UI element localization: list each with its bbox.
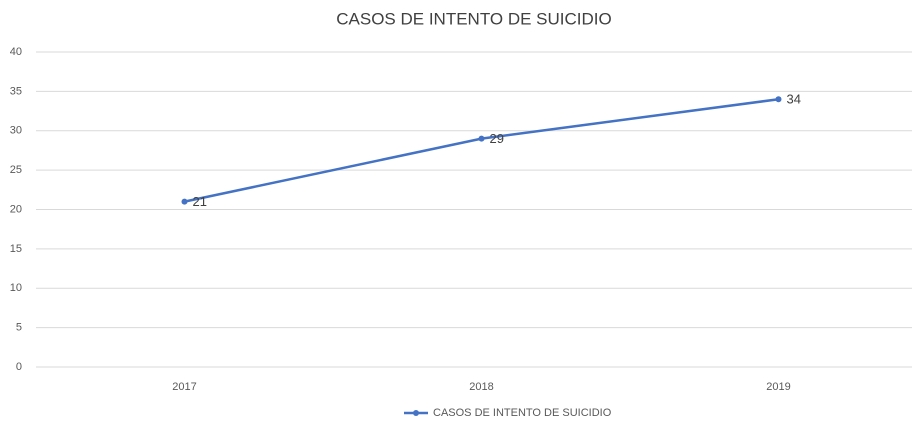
data-label: 29 bbox=[490, 131, 504, 146]
y-tick-label: 0 bbox=[16, 361, 22, 373]
x-tick-label: 2019 bbox=[766, 381, 790, 393]
y-tick-label: 40 bbox=[10, 46, 22, 58]
x-tick-label: 2017 bbox=[172, 381, 196, 393]
line bbox=[184, 98, 779, 203]
point bbox=[181, 198, 188, 205]
data-label: 21 bbox=[193, 194, 207, 209]
point bbox=[775, 96, 782, 103]
y-tick-label: 35 bbox=[10, 85, 22, 97]
legend-marker bbox=[413, 410, 419, 416]
y-tick-label: 10 bbox=[10, 282, 22, 294]
x-tick-label: 2018 bbox=[469, 381, 493, 393]
y-tick-label: 5 bbox=[16, 322, 22, 334]
y-tick-label: 15 bbox=[10, 243, 22, 255]
chart-title: CASOS DE INTENTO DE SUICIDIO bbox=[336, 9, 612, 28]
y-tick-label: 30 bbox=[10, 125, 22, 137]
point bbox=[478, 135, 485, 142]
y-tick-label: 25 bbox=[10, 164, 22, 176]
legend-label: CASOS DE INTENTO DE SUICIDIO bbox=[433, 407, 612, 419]
y-tick-label: 20 bbox=[10, 203, 22, 215]
data-label: 34 bbox=[787, 92, 801, 107]
